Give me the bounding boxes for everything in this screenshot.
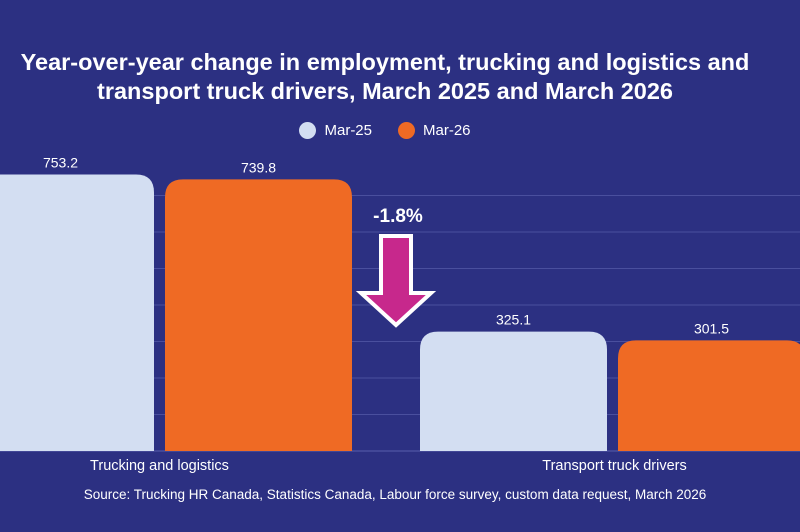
bar-mar-25-0 [0, 174, 154, 451]
value-label: 739.8 [241, 159, 276, 175]
category-label: Trucking and logistics [90, 458, 229, 474]
chart-title-line-2: transport truck drivers, March 2025 and … [97, 78, 673, 104]
value-labels: 753.2 739.8 325.1 301.5 [43, 155, 729, 337]
category-labels: Trucking and logistics Transport truck dr… [90, 458, 687, 474]
value-label: 753.2 [43, 155, 78, 171]
chart-legend: Mar-25 Mar-26 [0, 122, 770, 139]
legend-swatch-mar-26 [398, 122, 415, 139]
bar-mar-26-1 [618, 340, 800, 451]
source-note: Source: Trucking HR Canada, Statistics C… [83, 487, 707, 502]
category-label: Transport truck drivers [542, 458, 687, 474]
chart-title: Year-over-year change in employment, tru… [0, 48, 770, 106]
change-annotation: -1.8% [355, 206, 437, 328]
legend-item-mar-25: Mar-25 [299, 122, 372, 139]
chart-title-line-1: Year-over-year change in employment, tru… [20, 49, 750, 75]
value-label: 301.5 [694, 320, 729, 336]
change-annotation-label: -1.8% [373, 206, 423, 227]
legend-item-mar-26: Mar-26 [398, 122, 471, 139]
legend-label-mar-26: Mar-26 [423, 122, 471, 139]
value-label: 325.1 [496, 312, 531, 328]
bar-mar-26-0 [165, 179, 352, 451]
down-arrow-icon [355, 234, 437, 328]
bars [0, 174, 800, 451]
legend-swatch-mar-25 [299, 122, 317, 139]
legend-label-mar-25: Mar-25 [324, 122, 372, 139]
bar-mar-25-1 [420, 331, 607, 451]
